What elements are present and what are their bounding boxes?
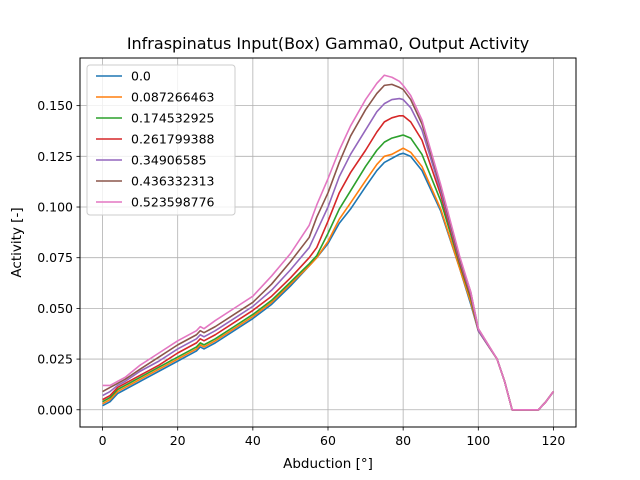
y-tick-label: 0.100	[37, 200, 73, 215]
legend-label: 0.087266463	[131, 90, 215, 105]
y-tick-label: 0.125	[37, 149, 73, 164]
series-lines	[102, 74, 555, 411]
y-axis-ticks: 0.000 0.025 0.050 0.075 0.100 0.125 0.150	[37, 98, 80, 417]
x-axis-ticks: 0 20 40 60 80 100 120	[99, 427, 566, 448]
legend-box	[86, 64, 236, 216]
legend-label: 0.436332313	[131, 174, 215, 189]
x-tick-label: 0	[99, 433, 107, 448]
x-tick-label: 60	[320, 433, 336, 448]
legend-label: 0.174532925	[131, 111, 215, 126]
y-tick-label: 0.075	[37, 250, 73, 265]
legend-label: 0.261799388	[131, 132, 215, 147]
legend-label: 0.523598776	[131, 195, 215, 210]
y-tick-label: 0.150	[37, 98, 73, 113]
y-axis-label: Activity [-]	[9, 207, 25, 277]
x-tick-label: 120	[542, 433, 566, 448]
x-tick-label: 100	[466, 433, 490, 448]
series-line-6	[102, 74, 555, 411]
chart-title: Infraspinatus Input(Box) Gamma0, Output …	[127, 34, 529, 53]
legend: 0.0 0.087266463 0.174532925 0.261799388 0.34…	[86, 64, 236, 216]
x-tick-label: 20	[170, 433, 186, 448]
legend-label: 0.0	[131, 69, 151, 84]
y-tick-label: 0.025	[37, 352, 73, 367]
x-tick-label: 40	[245, 433, 261, 448]
legend-label: 0.34906585	[131, 153, 207, 168]
x-tick-label: 80	[395, 433, 411, 448]
y-tick-label: 0.050	[37, 301, 73, 316]
y-tick-label: 0.000	[37, 402, 73, 417]
x-axis-label: Abduction [°]	[283, 456, 373, 472]
